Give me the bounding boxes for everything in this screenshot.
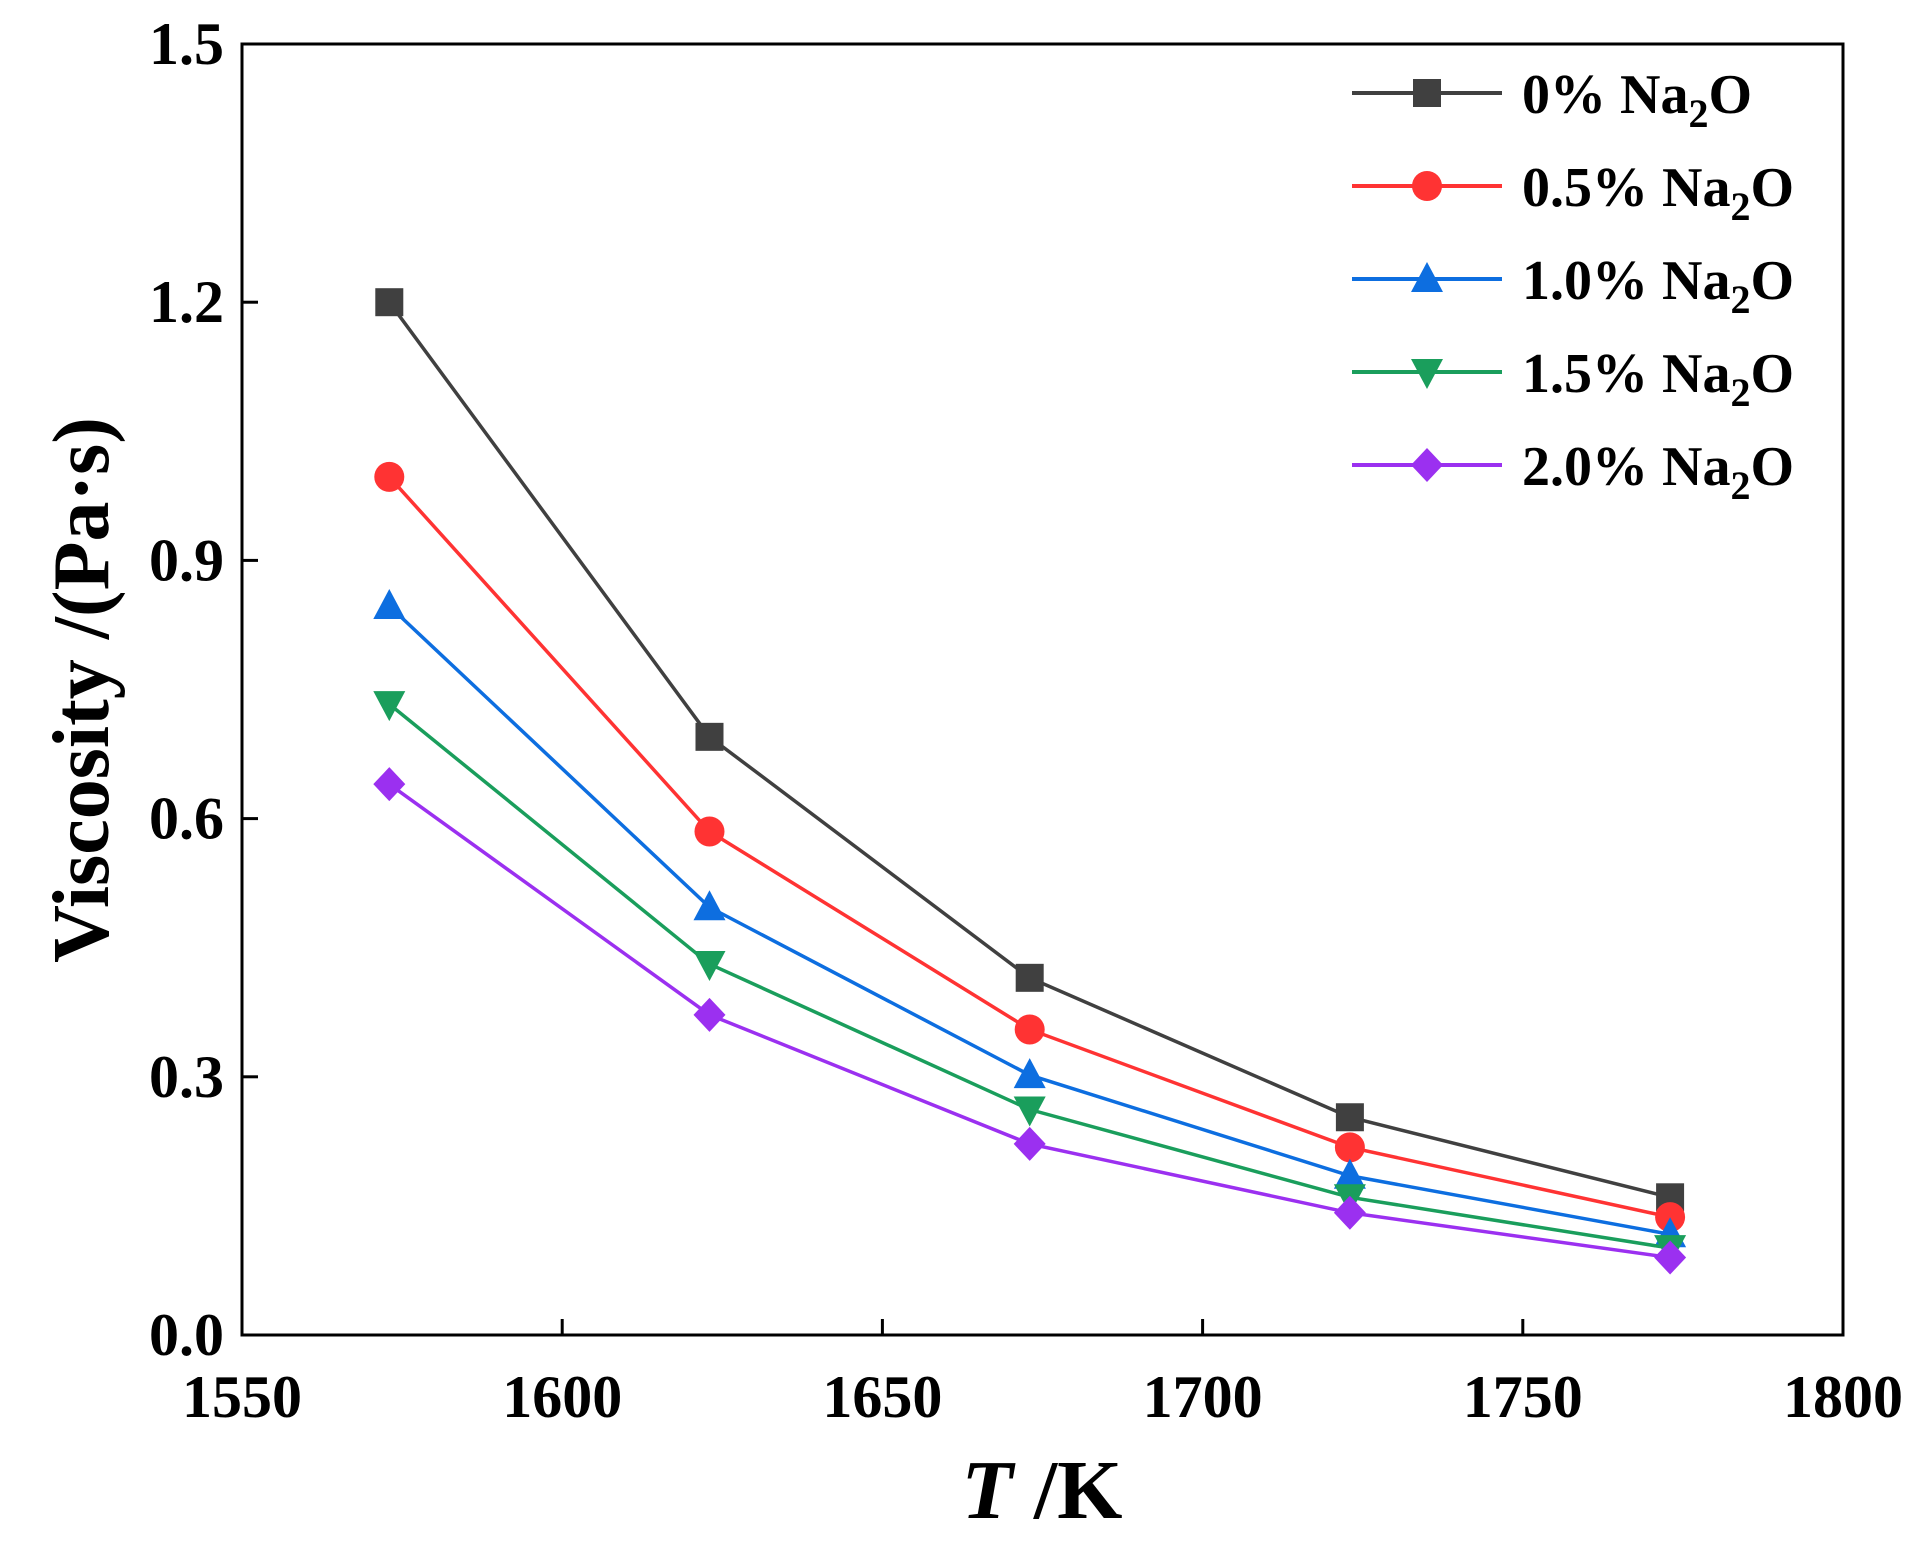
data-point: [1334, 1132, 1365, 1163]
x-tick-label: 1700: [1143, 1364, 1263, 1430]
data-point: [1655, 1202, 1686, 1233]
data-point: [373, 767, 406, 802]
data-point: [1333, 1158, 1366, 1189]
series-2: [373, 589, 1687, 1248]
series-1: [374, 461, 1686, 1233]
series-4: [373, 767, 1687, 1275]
x-axis-title-variable: T: [962, 1444, 1017, 1537]
data-point: [374, 461, 405, 492]
legend-label: 1.5% Na2O: [1522, 343, 1794, 415]
data-point: [1013, 1096, 1046, 1127]
data-point: [1013, 1126, 1046, 1161]
plot-frame: [240, 42, 1845, 1337]
y-tick-label: 0.0: [149, 1302, 224, 1368]
legend-label: 0% Na2O: [1522, 64, 1752, 136]
data-point: [1654, 1240, 1687, 1275]
legend-entry: 1.0% Na2O: [1352, 250, 1794, 322]
y-axis-title: Viscosity /(Pa·s): [38, 417, 126, 963]
data-point: [693, 951, 726, 982]
legend-marker: [1411, 262, 1443, 292]
data-point: [1013, 1058, 1046, 1089]
y-tick-label: 0.9: [149, 527, 224, 593]
y-tick-label: 0.6: [149, 786, 224, 852]
legend: 0% Na2O 0.5% Na2O 1.0% Na2O 1.5% Na2O 2.0% N…: [1352, 64, 1794, 508]
legend-marker: [1413, 79, 1441, 107]
data-point: [1015, 963, 1044, 992]
legend-entry: 0.5% Na2O: [1352, 157, 1794, 229]
data-point: [373, 691, 406, 722]
data-point: [1333, 1195, 1366, 1230]
y-tick-label: 0.3: [149, 1044, 224, 1110]
legend-marker: [1411, 448, 1443, 482]
x-tick-label: 1800: [1783, 1364, 1903, 1430]
data-point: [693, 997, 726, 1032]
x-axis-title-unit: /K: [1013, 1444, 1123, 1537]
legend-label: 2.0% Na2O: [1522, 436, 1794, 508]
x-tick-label: 1650: [822, 1364, 942, 1430]
data-point: [693, 890, 726, 921]
x-tick-label: 1550: [182, 1364, 302, 1430]
data-point: [1335, 1103, 1364, 1132]
legend-entry: 1.5% Na2O: [1352, 343, 1794, 415]
y-tick-label: 1.2: [149, 269, 224, 335]
legend-label: 1.0% Na2O: [1522, 250, 1794, 322]
x-axis-title: T /K: [962, 1444, 1123, 1537]
legend-label: 0.5% Na2O: [1522, 157, 1794, 229]
legend-entry: 2.0% Na2O: [1352, 436, 1794, 508]
series-layer: [373, 288, 1687, 1275]
y-axis-ticks: 0.0 0.3 0.6 0.9 1.2 1.5: [149, 11, 258, 1368]
y-tick-label: 1.5: [149, 11, 224, 77]
legend-marker: [1412, 171, 1442, 201]
x-axis-ticks: 1550 1600 1650 1700 1750 1800: [182, 1319, 1903, 1430]
data-point: [695, 722, 724, 751]
data-point: [375, 288, 404, 317]
legend-marker: [1411, 359, 1443, 389]
legend-entry: 0% Na2O: [1352, 64, 1752, 136]
data-point: [1014, 1014, 1045, 1045]
data-point: [373, 589, 406, 620]
x-tick-label: 1600: [502, 1364, 622, 1430]
x-tick-label: 1750: [1463, 1364, 1583, 1430]
series-3: [373, 691, 1687, 1266]
data-point: [694, 816, 725, 847]
